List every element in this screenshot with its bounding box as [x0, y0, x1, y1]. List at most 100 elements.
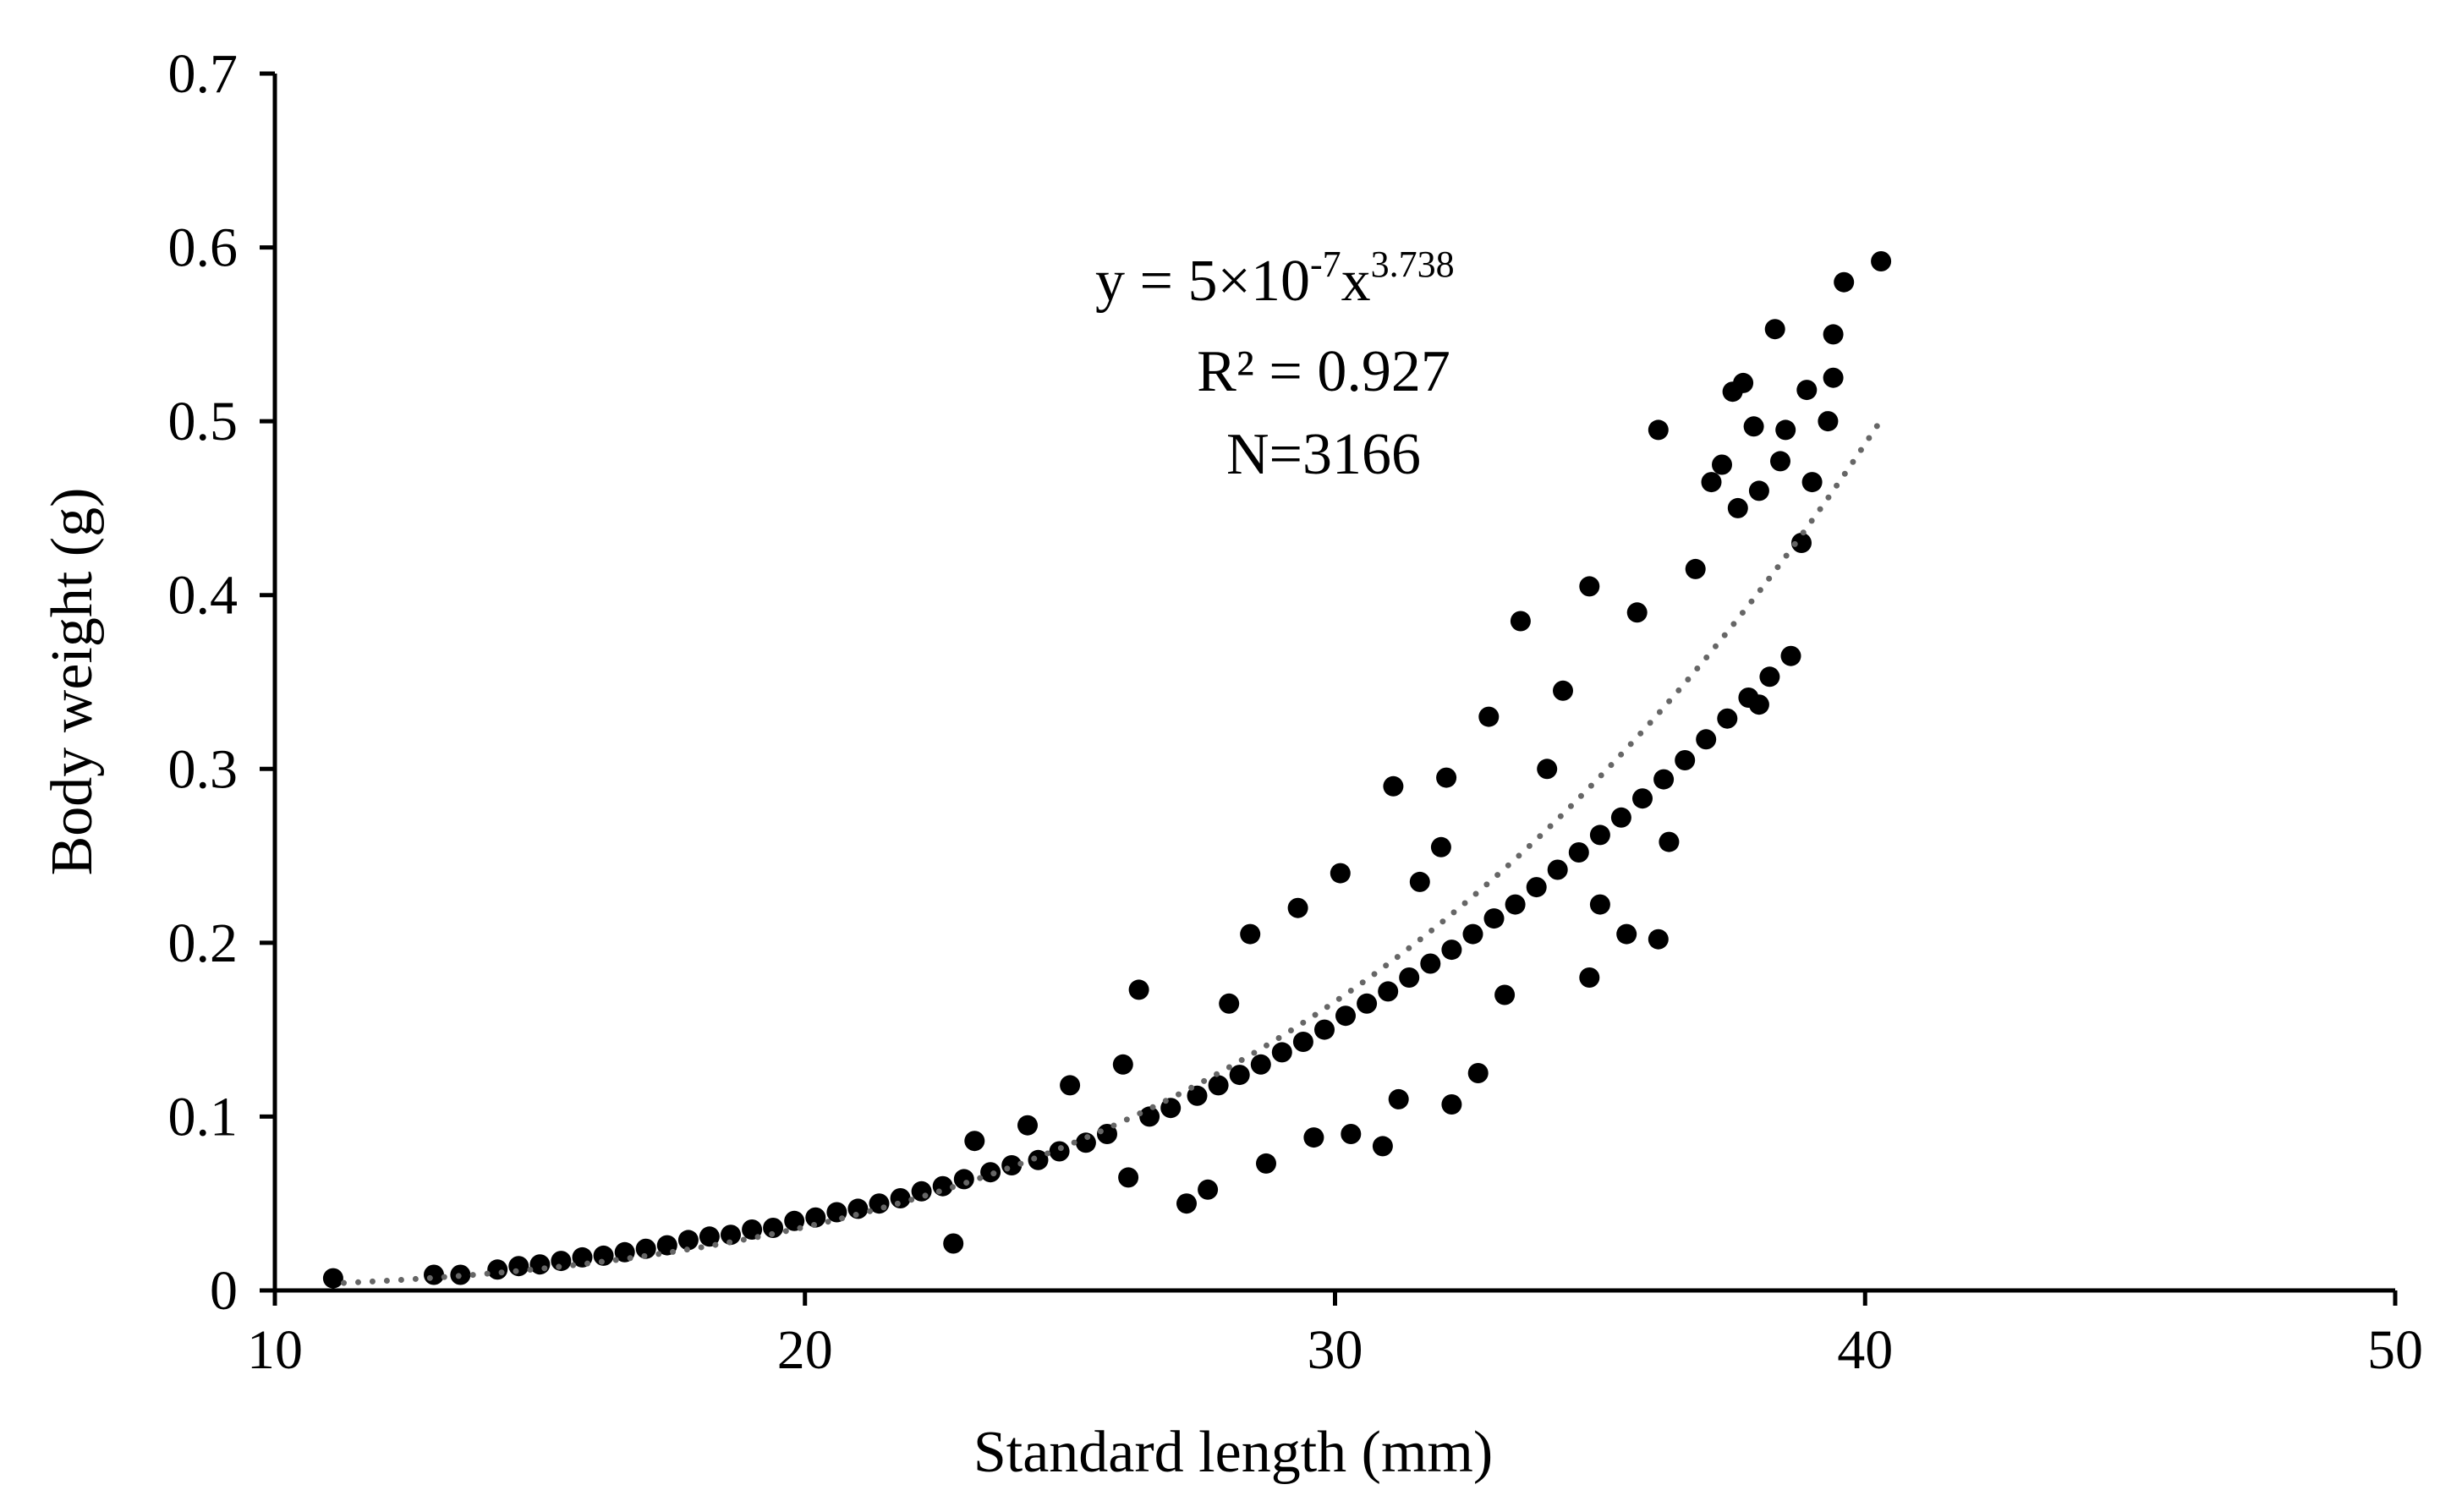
data-point	[1118, 1167, 1139, 1188]
x-tick-label: 40	[1837, 1319, 1893, 1381]
data-point	[1871, 251, 1892, 271]
data-point	[1801, 472, 1823, 493]
data-point	[677, 1230, 699, 1251]
data-point	[1632, 788, 1653, 809]
data-point	[1505, 894, 1526, 915]
data-point	[1616, 923, 1637, 945]
data-point	[1748, 480, 1769, 501]
data-point	[1049, 1141, 1070, 1162]
data-point	[1075, 1132, 1096, 1153]
data-point	[529, 1254, 551, 1275]
data-point	[1748, 694, 1769, 715]
data-point	[911, 1181, 932, 1202]
data-point	[1834, 271, 1855, 293]
data-point	[1685, 558, 1706, 579]
data-point	[1372, 1136, 1393, 1157]
data-point	[1696, 729, 1717, 750]
y-tick-label: 0	[210, 1260, 238, 1322]
data-point	[943, 1233, 964, 1254]
data-point	[890, 1188, 911, 1208]
fit-equation: y = 5×10-7x3.738	[1095, 244, 1455, 314]
axis-ticks: 10 20 30 40 50 0 0.1 0.2 0.3 0.4 0.5 0.6 0.7	[168, 43, 2424, 1381]
data-point	[1112, 1054, 1133, 1075]
data-point	[1743, 416, 1764, 437]
data-point	[1553, 680, 1573, 701]
fit-annotation: y = 5×10-7x3.738 R² = 0.927 N=3166	[1095, 244, 1455, 487]
y-tick-label: 0.1	[168, 1086, 239, 1148]
data-point	[980, 1162, 1001, 1183]
data-point	[932, 1175, 953, 1197]
data-point	[1610, 807, 1631, 828]
data-point	[1478, 706, 1500, 727]
data-point	[1759, 666, 1780, 688]
data-point	[1626, 602, 1648, 623]
x-tick-label: 30	[1308, 1319, 1363, 1381]
data-point	[1775, 419, 1796, 441]
data-point	[1128, 979, 1149, 1000]
y-tick-label: 0.7	[168, 43, 239, 105]
data-point	[1733, 372, 1754, 393]
data-point	[1589, 894, 1610, 915]
data-point	[487, 1259, 508, 1280]
plot-area	[322, 251, 1892, 1289]
data-point	[953, 1169, 974, 1190]
data-point	[1198, 1179, 1219, 1200]
data-point	[1823, 324, 1844, 345]
data-point	[1717, 708, 1738, 729]
data-point	[322, 1268, 343, 1289]
data-point	[763, 1218, 784, 1238]
data-point	[1441, 1094, 1462, 1115]
data-point	[1271, 1042, 1292, 1063]
data-point	[1219, 993, 1240, 1014]
data-point	[1409, 871, 1430, 892]
y-tick-label: 0.6	[168, 217, 239, 279]
data-point	[1791, 533, 1812, 553]
data-point	[1780, 645, 1801, 666]
data-point	[699, 1226, 720, 1247]
data-point	[1526, 877, 1547, 898]
data-point	[1568, 842, 1589, 863]
data-point	[1399, 967, 1420, 988]
data-point	[1430, 836, 1451, 857]
data-point	[1378, 981, 1399, 1002]
data-point	[1176, 1193, 1197, 1214]
data-point	[508, 1256, 529, 1277]
data-point	[1208, 1075, 1229, 1096]
data-point	[1589, 824, 1610, 846]
data-point	[1335, 1005, 1356, 1027]
data-point	[1229, 1065, 1250, 1086]
data-point	[1250, 1054, 1271, 1075]
data-point	[1701, 472, 1722, 493]
data-point	[593, 1245, 614, 1266]
data-point	[1770, 451, 1790, 472]
y-tick-label: 0.2	[168, 912, 239, 974]
data-point	[1383, 775, 1404, 797]
data-point	[1314, 1019, 1335, 1040]
data-point	[424, 1264, 444, 1285]
data-point	[1292, 1032, 1313, 1052]
data-point	[1436, 767, 1457, 788]
data-point	[1547, 859, 1568, 880]
y-tick-label: 0.4	[168, 565, 239, 627]
data-point	[1764, 319, 1785, 340]
data-point	[721, 1224, 741, 1246]
data-point	[1712, 454, 1732, 475]
data-point	[1341, 1124, 1362, 1144]
data-point	[1028, 1149, 1049, 1170]
data-point	[1330, 863, 1351, 884]
data-point	[1240, 923, 1261, 945]
data-point	[1017, 1115, 1038, 1136]
data-point	[1060, 1075, 1081, 1096]
y-tick-label: 0.5	[168, 391, 239, 452]
data-point	[1357, 993, 1378, 1014]
data-point	[1494, 984, 1516, 1005]
y-axis-title: Body weight (g)	[40, 488, 105, 876]
data-point	[1420, 953, 1441, 974]
data-point	[635, 1238, 656, 1259]
data-point	[1256, 1153, 1276, 1174]
data-point	[1187, 1085, 1208, 1106]
r-squared-label: R² = 0.927	[1197, 339, 1450, 404]
data-point	[964, 1131, 985, 1152]
data-point	[1287, 897, 1308, 918]
